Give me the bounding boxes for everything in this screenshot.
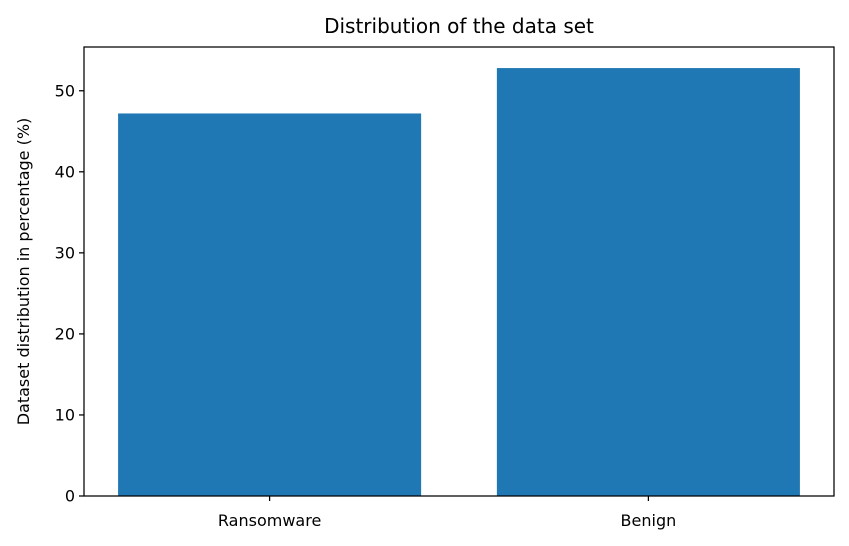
y-axis-label: Dataset distribution in percentage (%)	[14, 118, 33, 426]
bars-group	[118, 68, 800, 496]
y-tick-label: 40	[55, 162, 75, 181]
y-tick-label: 10	[55, 405, 75, 424]
x-tick-label: Benign	[621, 511, 677, 530]
chart-title: Distribution of the data set	[324, 14, 594, 38]
y-tick-label: 50	[55, 81, 75, 100]
y-axis-ticks: 0 10 20 30 40 50	[55, 81, 84, 506]
y-tick-label: 20	[55, 324, 75, 343]
y-tick-label: 0	[65, 487, 75, 506]
y-tick-label: 30	[55, 243, 75, 262]
plot-area-frame	[83, 46, 835, 497]
x-axis-ticks: Ransomware Benign	[218, 496, 676, 530]
bar-benign	[496, 68, 800, 496]
x-tick-label: Ransomware	[218, 511, 321, 530]
bar-ransomware	[118, 113, 422, 496]
